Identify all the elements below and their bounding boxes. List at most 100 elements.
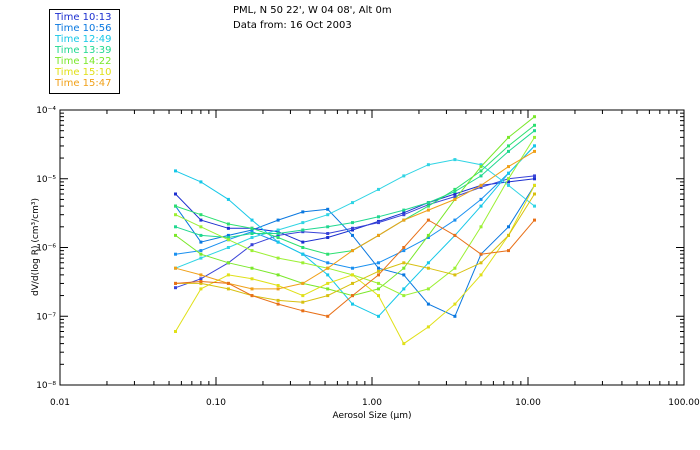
legend-item-1422: Time 14:22: [55, 56, 112, 67]
data-point: [226, 226, 230, 230]
data-point: [402, 246, 406, 249]
data-point: [351, 221, 354, 225]
data-point: [426, 287, 430, 291]
data-point: [402, 261, 406, 265]
data-point: [250, 287, 254, 291]
data-point: [250, 294, 254, 298]
legend-item-1013: Time 10:13: [55, 12, 112, 23]
data-point: [351, 233, 354, 237]
data-point: [533, 135, 536, 139]
data-point: [199, 256, 203, 260]
data-point: [250, 228, 254, 232]
data-point: [402, 287, 406, 291]
data-point: [507, 135, 510, 139]
data-point: [174, 192, 177, 196]
data-point: [276, 256, 280, 260]
data-point: [326, 261, 330, 265]
series-time-15-47-13: [174, 218, 536, 318]
y-tick-label: 10⁻⁸: [36, 381, 56, 391]
x-tick-label: 0.01: [50, 398, 70, 408]
data-point: [377, 221, 380, 225]
data-point: [377, 233, 380, 237]
data-point: [479, 261, 483, 265]
data-point: [453, 197, 457, 201]
data-point: [377, 187, 380, 191]
data-point: [276, 240, 280, 244]
data-point: [351, 302, 354, 306]
data-point: [453, 218, 457, 222]
data-point: [174, 169, 177, 173]
y-tick-label: 10⁻⁵: [36, 175, 56, 185]
data-point: [507, 171, 510, 175]
data-point: [301, 300, 305, 304]
data-point: [377, 215, 380, 219]
data-point: [326, 273, 330, 277]
data-point: [377, 266, 380, 270]
data-point: [226, 246, 230, 249]
series-time-13-39-6: [174, 129, 536, 239]
data-point: [351, 228, 354, 232]
data-point: [453, 302, 457, 306]
data-point: [479, 204, 483, 208]
data-point: [507, 249, 510, 253]
data-point: [453, 158, 457, 162]
data-point: [351, 281, 354, 285]
series-time-15-10-10: [174, 183, 536, 346]
data-point: [426, 236, 430, 239]
data-point: [479, 273, 483, 277]
data-point: [377, 273, 380, 277]
data-point: [426, 233, 430, 237]
data-point: [250, 218, 254, 222]
data-point: [276, 233, 280, 237]
data-point: [453, 273, 457, 277]
data-point: [377, 287, 380, 291]
data-point: [226, 287, 230, 291]
data-point: [453, 233, 457, 237]
data-point: [174, 225, 177, 229]
data-point: [250, 232, 254, 235]
data-point: [377, 314, 380, 318]
data-point: [301, 230, 305, 234]
data-point: [533, 192, 536, 196]
data-point: [426, 163, 430, 167]
data-point: [402, 174, 406, 178]
data-point: [250, 249, 254, 253]
data-point: [402, 266, 406, 270]
data-point: [351, 294, 354, 298]
x-tick-label: 100.00: [668, 398, 700, 408]
data-point: [533, 174, 536, 178]
data-point: [174, 204, 177, 208]
data-point: [276, 218, 280, 222]
data-point: [199, 233, 203, 237]
data-point: [377, 281, 380, 285]
y-tick-label: 10⁻⁴: [36, 106, 56, 116]
y-tick-label: 10⁻⁶: [36, 244, 56, 254]
data-point: [402, 249, 406, 253]
data-point: [326, 287, 330, 291]
data-point: [479, 169, 483, 173]
x-axis-label: Aerosol Size (μm): [333, 411, 412, 421]
data-point: [301, 221, 305, 225]
data-point: [276, 284, 280, 287]
series-time-10-13-1: [174, 174, 536, 290]
data-point: [479, 165, 483, 169]
data-point: [326, 294, 330, 298]
legend-item-1056: Time 10:56: [55, 23, 112, 34]
data-point: [250, 230, 254, 234]
data-point: [402, 273, 406, 277]
data-point: [250, 266, 254, 270]
data-point: [226, 281, 230, 285]
data-point: [326, 252, 330, 256]
data-point: [174, 281, 177, 285]
data-point: [351, 266, 354, 270]
series-time-12-49-5: [174, 158, 536, 270]
data-point: [301, 309, 305, 313]
data-series: [174, 115, 536, 346]
data-point: [377, 294, 380, 298]
data-point: [226, 261, 230, 265]
data-point: [351, 226, 354, 230]
data-point: [533, 129, 536, 133]
data-point: [479, 252, 483, 256]
data-point: [326, 266, 330, 270]
